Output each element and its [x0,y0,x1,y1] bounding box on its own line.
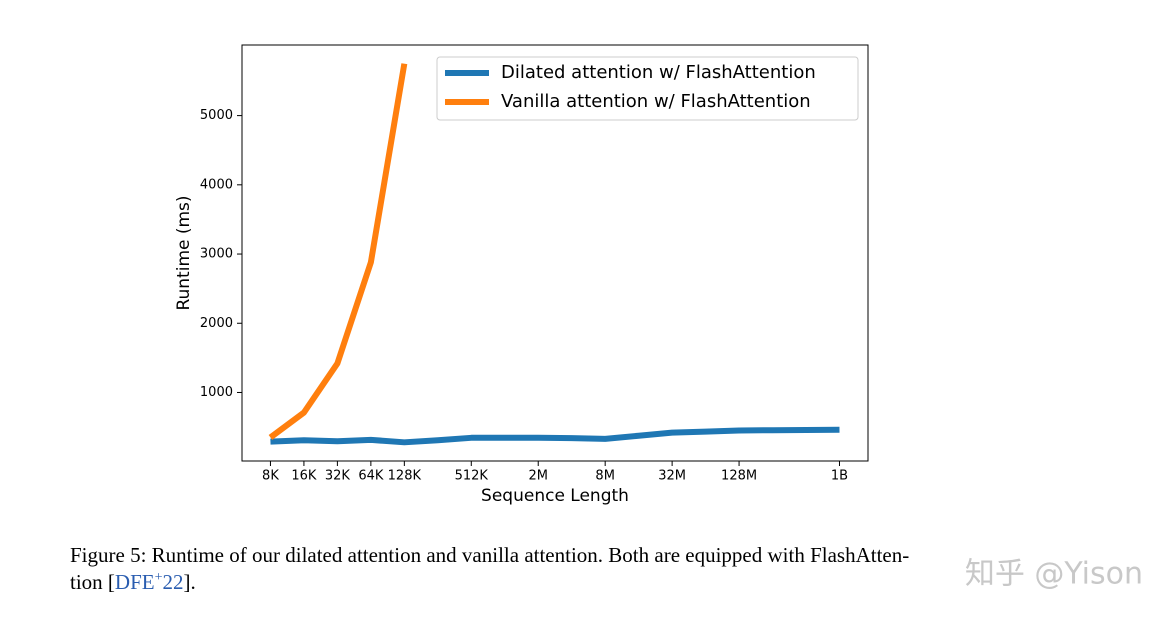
x-tick-label: 128K [388,469,422,484]
x-tick-label: 16K [291,469,317,484]
x-tick-label: 64K [358,469,384,484]
y-tick-label: 2000 [200,316,233,331]
data-line [268,63,408,440]
caption-text: ]. [184,570,196,594]
x-tick-label: 128M [721,469,757,484]
legend-box [436,56,859,121]
x-tick-label: 2M [528,469,548,484]
legend-label: Vanilla attention w/ FlashAttention [501,91,811,112]
x-tick-label: 1B [831,469,848,484]
caption-text: tion [ [70,570,115,594]
x-tick-label: 32M [658,469,686,484]
x-axis-label: Sequence Length [481,486,629,506]
y-axis-label: Runtime (ms) [174,195,194,310]
y-tick-label: 4000 [200,177,233,192]
legend-label: Dilated attention w/ FlashAttention [501,62,816,83]
x-tick-label: 8K [262,469,279,484]
y-tick-label: 5000 [200,108,233,123]
y-tick-label: 1000 [200,385,233,400]
citation-year[interactable]: 22 [163,570,184,594]
caption-line: Figure 5: Runtime of our dilated attenti… [70,543,909,567]
watermark: 知乎 @Yison [965,557,1143,592]
x-tick-label: 32K [325,469,351,484]
caption-line: tion [DFE+22]. [70,570,196,594]
citation[interactable]: DFE [115,570,155,594]
x-tick-label: 512K [455,469,489,484]
x-tick-label: 8M [595,469,615,484]
y-tick-label: 3000 [200,247,233,262]
plot-frame [241,44,869,462]
data-line [270,426,840,446]
citation-sup[interactable]: + [155,570,163,585]
